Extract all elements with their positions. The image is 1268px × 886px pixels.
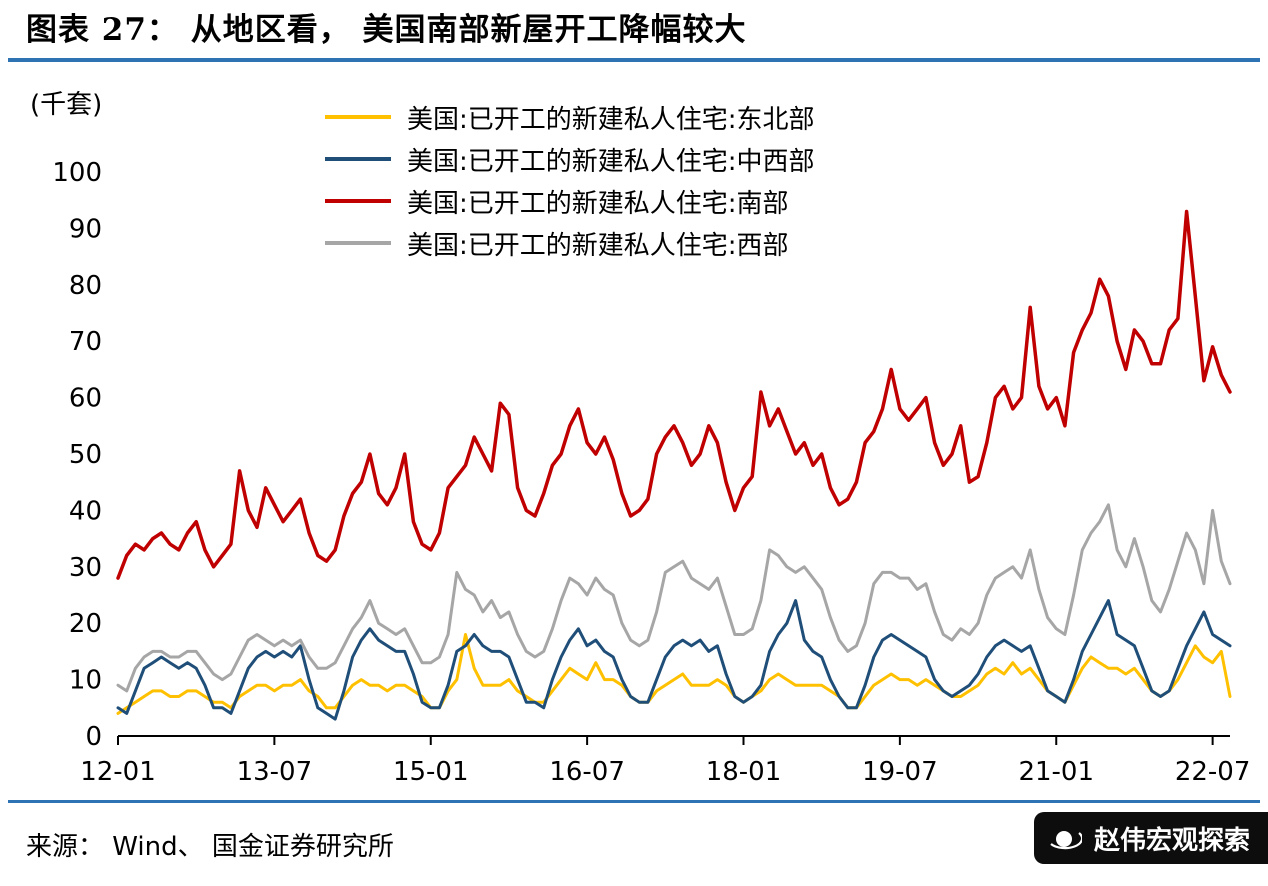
y-axis-label-90: 90 [69,214,102,244]
legend-swatch-northeast [325,115,391,119]
y-axis-label-70: 70 [69,327,102,357]
x-axis-label-16-07: 16-07 [549,757,625,787]
badge-logo-icon [1048,821,1082,855]
y-axis-label-0: 0 [85,722,102,752]
brand-badge: 赵伟宏观探索 [1033,812,1268,864]
chart-legend: 美国:已开工的新建私人住宅:东北部 美国:已开工的新建私人住宅:中西部 美国:已开工… [325,96,815,264]
y-axis-label-40: 40 [69,496,102,526]
legend-item-midwest: 美国:已开工的新建私人住宅:中西部 [325,138,815,180]
source-note: 来源： Wind、 国金证券研究所 [26,832,394,862]
legend-swatch-west [325,241,391,245]
legend-label-south: 美国:已开工的新建私人住宅:南部 [407,188,789,219]
legend-swatch-south [325,199,391,203]
y-axis-label-30: 30 [69,553,102,583]
y-axis-label-100: 100 [52,158,102,188]
x-axis-label-18-01: 18-01 [706,757,782,787]
legend-swatch-midwest [325,157,391,161]
chart-area: 0 10 20 30 40 50 60 70 80 90 100 12-01 13-07 15-01 16-… [0,140,1268,800]
y-axis-label-20: 20 [69,609,102,639]
x-axis-label-13-07: 13-07 [237,757,313,787]
series-line-midwest [116,599,1232,721]
y-axis-label-80: 80 [69,271,102,301]
x-axis-label-19-07: 19-07 [862,757,938,787]
x-axis-label-21-01: 21-01 [1018,757,1094,787]
legend-label-midwest: 美国:已开工的新建私人住宅:中西部 [407,146,815,177]
y-axis-label-10: 10 [69,666,102,696]
x-axis-label-15-01: 15-01 [393,757,469,787]
y-axis-unit-label: (千套) [30,90,103,120]
y-axis-label-60: 60 [69,384,102,414]
legend-item-northeast: 美国:已开工的新建私人住宅:东北部 [325,96,815,138]
x-axis-label-12-01: 12-01 [80,757,156,787]
badge-text: 赵伟宏观探索 [1093,825,1250,856]
legend-label-northeast: 美国:已开工的新建私人住宅:东北部 [407,104,815,135]
series-line-west [116,503,1232,693]
chart-canvas: 0 10 20 30 40 50 60 70 80 90 100 12-01 13-07 15-01 16-… [52,158,1251,787]
legend-item-west: 美国:已开工的新建私人住宅:西部 [325,222,815,264]
legend-item-south: 美国:已开工的新建私人住宅:南部 [325,180,815,222]
legend-label-west: 美国:已开工的新建私人住宅:西部 [407,230,789,261]
x-axis-label-22-07: 22-07 [1175,757,1251,787]
page-title: 图表 27： 从地区看， 美国南部新屋开工降幅较大 [26,12,747,48]
series-line-south [116,209,1232,580]
title-divider [8,58,1260,62]
y-axis-label-50: 50 [69,440,102,470]
footer-divider [8,800,1260,803]
